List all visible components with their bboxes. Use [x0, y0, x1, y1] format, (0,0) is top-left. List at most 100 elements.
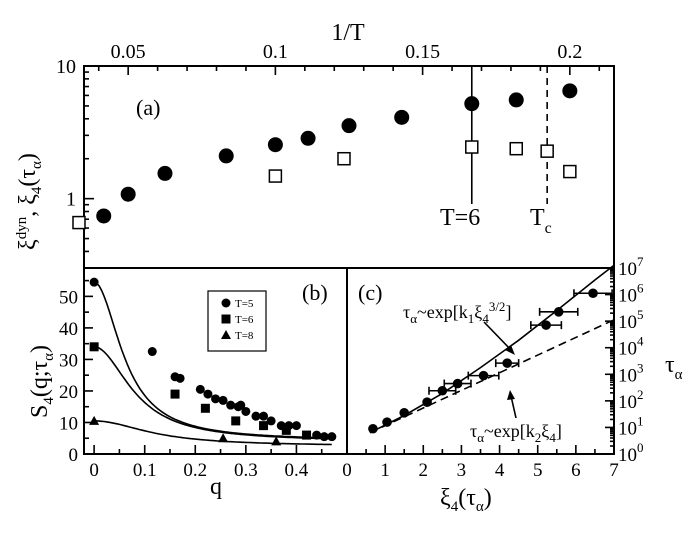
point-a-xi_dyn — [96, 208, 112, 224]
point-a-xi_dyn — [120, 186, 136, 202]
xtick-label-b-1: 0.1 — [133, 460, 157, 481]
point-b-T=8 — [218, 433, 229, 443]
fit-curve-b-T=6 — [94, 346, 332, 440]
panel-a-xlabel: 1/T — [331, 20, 365, 46]
point-a-xi_dyn — [341, 118, 357, 134]
ytick-label-b-5: 50 — [59, 287, 78, 308]
panel-b-ylabel: S4(q;τα) — [27, 345, 57, 418]
point-a-xi_dyn — [508, 92, 524, 108]
ytick-label-a-0: 1 — [66, 189, 76, 211]
ytick-label-c-7: 107 — [618, 254, 644, 280]
point-c — [437, 385, 448, 396]
xtick-label-b-0: 0 — [89, 460, 99, 481]
point-b-T=5 — [175, 373, 185, 383]
ytick-label-c-2: 102 — [618, 387, 644, 413]
point-b-T=5 — [211, 394, 220, 404]
annotation-arrowhead-power — [505, 345, 515, 355]
point-c — [588, 288, 598, 299]
ytick-label-b-1: 10 — [59, 413, 78, 434]
ytick-label-c-0: 100 — [618, 440, 644, 466]
panel-b-tag: (b) — [302, 280, 328, 305]
point-b-T=5 — [241, 406, 251, 416]
legend-marker-t5 — [221, 298, 231, 308]
panel-c-tag: (c) — [358, 280, 382, 305]
xtick-label-c-5: 5 — [533, 460, 543, 481]
point-b-T=5 — [251, 411, 261, 421]
point-a-xi_4 — [465, 140, 479, 154]
annotation-arrow-linear — [510, 395, 517, 419]
xtick-label-c-3: 3 — [457, 460, 467, 481]
annotation-linear-fit: τα~exp[k2ξ4] — [470, 421, 562, 445]
xtick-label-b-4: 0.4 — [285, 460, 309, 481]
point-c — [553, 307, 564, 317]
legend-box — [207, 290, 267, 352]
point-b-T=5 — [195, 384, 205, 394]
legend-label-t5: T=5 — [235, 298, 254, 310]
point-c — [452, 378, 463, 389]
point-b-T=5 — [236, 400, 246, 410]
point-a-xi_dyn — [300, 130, 316, 146]
point-a-xi_4 — [337, 151, 351, 166]
point-a-xi_dyn — [218, 148, 234, 164]
point-a-xi_dyn — [157, 165, 173, 181]
annotation-arrowhead-linear — [507, 390, 515, 400]
point-a-xi_dyn — [562, 83, 578, 99]
point-b-T=5 — [259, 411, 269, 421]
legend-marker-t6 — [221, 314, 231, 324]
ytick-label-c-3: 103 — [618, 360, 644, 386]
xtick-label-a-3: 0.2 — [557, 41, 582, 63]
point-a-xi_dyn — [394, 109, 410, 125]
point-b-T=6 — [200, 403, 210, 413]
legend-label-t8: T=8 — [235, 330, 254, 342]
panel-b-xlabel: q — [210, 474, 222, 500]
panel-c-xlabel: ξ4(τα) — [440, 485, 492, 515]
point-b-T=8 — [89, 415, 100, 425]
point-a-xi_dyn — [267, 137, 283, 153]
fit-curve-b-T=8 — [94, 420, 332, 446]
xtick-label-c-7: 7 — [609, 460, 619, 481]
xtick-label-c-4: 4 — [495, 460, 505, 481]
xtick-label-a-1: 0.1 — [263, 41, 288, 63]
tc-label: Tc — [530, 205, 552, 237]
point-a-xi_4 — [509, 141, 523, 156]
ytick-label-a-1: 10 — [56, 56, 76, 78]
legend-label-t6: T=6 — [235, 314, 254, 326]
point-c — [422, 397, 432, 407]
panel-c-ylabel: τα — [665, 352, 683, 383]
point-b-T=6 — [170, 389, 180, 399]
xtick-label-b-3: 0.3 — [234, 460, 258, 481]
point-a-xi_4 — [563, 164, 577, 179]
t6-label: T=6 — [440, 205, 480, 231]
point-b-T=6 — [302, 430, 312, 440]
legend-marker-t8 — [221, 330, 231, 339]
panel-b-legend: T=5 T=6 T=8 — [207, 290, 267, 352]
xtick-label-a-2: 0.15 — [405, 41, 440, 63]
point-b-T=5 — [226, 400, 236, 410]
fit-line-power — [369, 264, 615, 434]
point-b-T=5 — [266, 416, 276, 426]
point-a-xi_4 — [540, 144, 554, 158]
panel-a: 0.05 0.1 0.15 0.2 1 10 — [56, 41, 601, 253]
panel-a-tag: (a) — [136, 95, 160, 120]
point-c — [399, 408, 410, 418]
ytick-label-b-0: 0 — [69, 445, 79, 466]
point-b-T=5 — [312, 430, 322, 440]
point-b-T=6 — [281, 425, 291, 435]
xtick-label-c-0: 0 — [342, 460, 352, 481]
point-c — [502, 358, 512, 368]
ytick-label-c-1: 101 — [618, 413, 644, 439]
xtick-label-a-0: 0.05 — [111, 41, 146, 63]
point-b-T=5 — [291, 421, 301, 431]
ytick-label-c-6: 106 — [618, 281, 644, 307]
point-b-T=5 — [218, 395, 228, 405]
ytick-label-c-5: 105 — [618, 307, 644, 333]
ytick-label-b-2: 20 — [59, 382, 78, 403]
point-b-T=5 — [327, 432, 337, 442]
point-b-T=8 — [271, 436, 282, 446]
ytick-label-c-4: 104 — [618, 334, 644, 360]
annotation-power-fit: τα~exp[k1ξ43/2] — [403, 299, 511, 326]
annotation-arrow-power — [483, 321, 513, 352]
point-b-T=5 — [147, 347, 157, 357]
ytick-label-b-4: 40 — [59, 319, 78, 340]
